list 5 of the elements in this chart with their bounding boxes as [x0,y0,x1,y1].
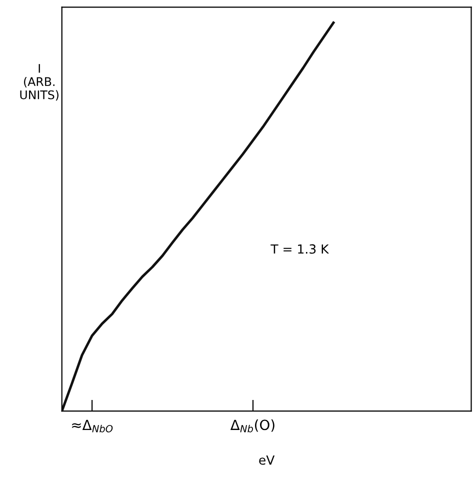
annotation: T = 1.3 K [270,244,330,254]
y-axis-title: I (ARB. UNITS) [20,64,58,101]
x-tick-label: Δ$_{Nb}$(O) [230,419,274,432]
x-tick-label: ≈Δ$_{NbO}$ [72,420,113,432]
x-axis-title: eV [259,455,275,465]
